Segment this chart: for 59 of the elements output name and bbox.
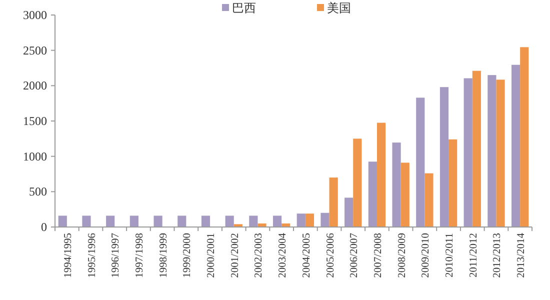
bar xyxy=(154,216,162,227)
bar xyxy=(106,216,115,227)
x-tick-label: 1995/1996 xyxy=(86,233,98,278)
bar xyxy=(296,214,306,227)
bar xyxy=(440,87,449,227)
bar xyxy=(58,216,67,227)
bar xyxy=(400,162,410,227)
x-tick-label: 1999/2000 xyxy=(182,233,194,278)
bar xyxy=(424,173,434,227)
y-tick-label: 1000 xyxy=(23,149,47,164)
bar xyxy=(329,178,338,227)
y-tick-label: 500 xyxy=(29,184,47,199)
bar xyxy=(496,80,505,227)
x-tick-label: 2012/2013 xyxy=(492,233,504,278)
bar xyxy=(416,98,425,227)
x-tick-label: 2006/2007 xyxy=(349,233,360,278)
bar xyxy=(392,142,401,227)
bar xyxy=(520,47,529,227)
bar xyxy=(82,216,91,227)
bar xyxy=(488,75,496,227)
bar xyxy=(511,64,520,227)
bar xyxy=(320,212,330,227)
x-tick-label: 2008/2009 xyxy=(396,233,408,278)
bar xyxy=(464,78,472,227)
x-tick-label: 2000/2001 xyxy=(206,233,218,278)
bar xyxy=(225,216,234,227)
bar xyxy=(344,198,354,227)
y-tick-label: 3000 xyxy=(23,8,47,22)
x-tick-label: 2004/2005 xyxy=(301,233,312,278)
x-tick-label: 1998/1999 xyxy=(158,233,170,278)
x-tick-label: 2009/2010 xyxy=(420,233,432,278)
bar xyxy=(353,138,362,227)
x-tick-label: 1994/1995 xyxy=(62,233,74,278)
x-tick-label: 1997/1998 xyxy=(134,233,146,278)
x-tick-label: 2007/2008 xyxy=(372,233,384,278)
y-tick-label: 1500 xyxy=(23,114,47,128)
bar xyxy=(249,216,258,227)
bar xyxy=(130,216,138,227)
bar xyxy=(472,70,481,227)
x-tick-label: 2002/2003 xyxy=(254,233,265,278)
bar xyxy=(305,214,314,227)
x-tick-label: 1996/1997 xyxy=(110,233,122,278)
x-tick-label: 2013/2014 xyxy=(516,232,528,278)
y-tick-label: 2000 xyxy=(23,78,47,93)
bar xyxy=(376,122,386,227)
x-tick-label: 2005/2006 xyxy=(325,233,336,278)
legend-label: 美国 xyxy=(327,1,351,15)
x-tick-label: 2010/2011 xyxy=(444,233,456,278)
y-tick-label: 2500 xyxy=(23,43,47,58)
bar xyxy=(272,216,282,227)
bar xyxy=(368,162,377,227)
bar xyxy=(448,139,458,227)
x-tick-label: 2003/2004 xyxy=(278,232,289,278)
x-tick-label: 2001/2002 xyxy=(230,233,241,278)
legend-label: 巴西 xyxy=(232,1,256,15)
bar xyxy=(178,216,186,227)
bar xyxy=(201,216,210,227)
x-tick-label: 2011/2012 xyxy=(468,233,480,278)
y-tick-label: 0 xyxy=(41,220,47,234)
